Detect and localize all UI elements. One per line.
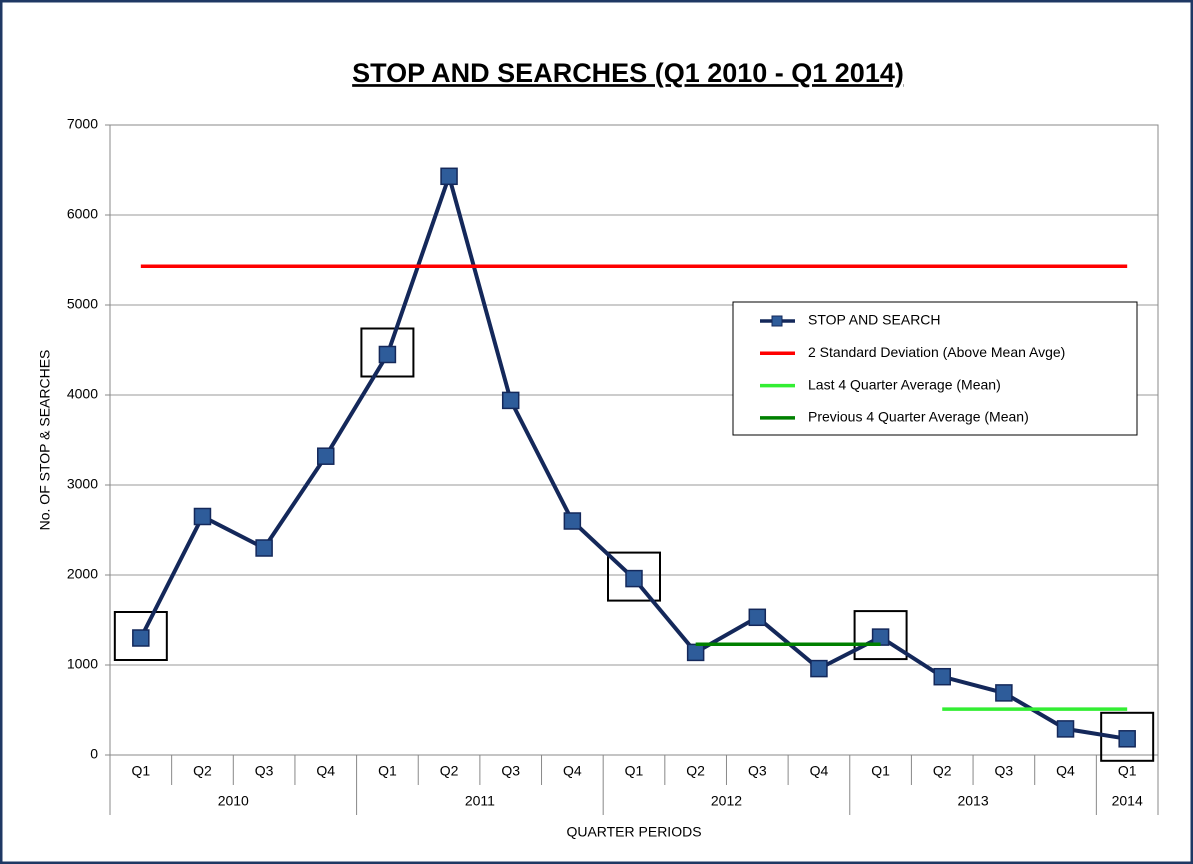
x-group-label: 2014 [1112, 793, 1143, 809]
x-tick-label: Q4 [316, 763, 335, 779]
y-tick-label: 4000 [67, 386, 98, 402]
x-tick-label: Q2 [440, 763, 459, 779]
y-tick-label: 6000 [67, 206, 98, 222]
marker [748, 608, 767, 627]
plot-border [109, 124, 1159, 756]
marker [132, 629, 150, 647]
marker [1118, 730, 1136, 748]
x-axis-title: QUARTER PERIODS [566, 824, 701, 840]
legend-label: 2 Standard Deviation (Above Mean Avge) [808, 344, 1065, 360]
x-tick-label: Q3 [748, 763, 767, 779]
x-tick-label: Q3 [995, 763, 1014, 779]
marker [317, 447, 335, 465]
x-tick-label: Q4 [810, 763, 829, 779]
legend-marker [771, 315, 783, 327]
marker [933, 667, 951, 686]
highlight-box [113, 611, 168, 661]
x-tick-label: Q2 [933, 763, 952, 779]
marker [563, 512, 582, 530]
legend-label: STOP AND SEARCH [808, 312, 941, 328]
y-tick-label: 3000 [67, 476, 98, 492]
chart-title: STOP AND SEARCHES (Q1 2010 - Q1 2014) [352, 58, 904, 88]
x-tick-label: Q1 [625, 763, 644, 779]
marker [625, 569, 643, 588]
x-tick-label: Q1 [131, 763, 150, 779]
legend-label: Last 4 Quarter Average (Mean) [808, 376, 1001, 392]
x-tick-label: Q4 [563, 763, 582, 779]
legend-label: Previous 4 Quarter Average (Mean) [808, 409, 1029, 425]
marker [1056, 720, 1075, 738]
marker [378, 345, 397, 364]
x-tick-label: Q3 [255, 763, 274, 779]
y-tick-label: 0 [90, 746, 98, 762]
marker [995, 684, 1013, 702]
marker [440, 167, 458, 186]
marker [193, 507, 212, 526]
highlight-box [1100, 711, 1155, 762]
x-group-label: 2011 [465, 793, 495, 809]
x-tick-label: Q1 [1118, 763, 1137, 779]
legend-box [732, 301, 1138, 436]
x-tick-label: Q3 [501, 763, 520, 779]
highlight-box [360, 327, 415, 378]
y-tick-label: 2000 [67, 566, 98, 582]
x-tick-label: Q1 [378, 763, 397, 779]
marker [810, 659, 828, 678]
highlight-box [853, 610, 908, 661]
y-tick-label: 5000 [67, 296, 98, 312]
x-group-label: 2013 [957, 793, 988, 809]
x-tick-label: Q2 [686, 763, 705, 779]
x-tick-label: Q1 [871, 763, 890, 779]
x-group-label: 2012 [711, 793, 742, 809]
y-tick-label: 7000 [67, 116, 98, 132]
marker [686, 643, 705, 662]
x-group-label: 2010 [218, 793, 249, 809]
x-tick-label: Q2 [193, 763, 212, 779]
marker [255, 539, 273, 557]
y-axis-title: No. OF STOP & SEARCHES [37, 350, 53, 531]
highlight-box [607, 551, 661, 602]
x-tick-label: Q4 [1056, 763, 1075, 779]
y-tick-label: 1000 [67, 656, 98, 672]
marker [501, 391, 520, 410]
